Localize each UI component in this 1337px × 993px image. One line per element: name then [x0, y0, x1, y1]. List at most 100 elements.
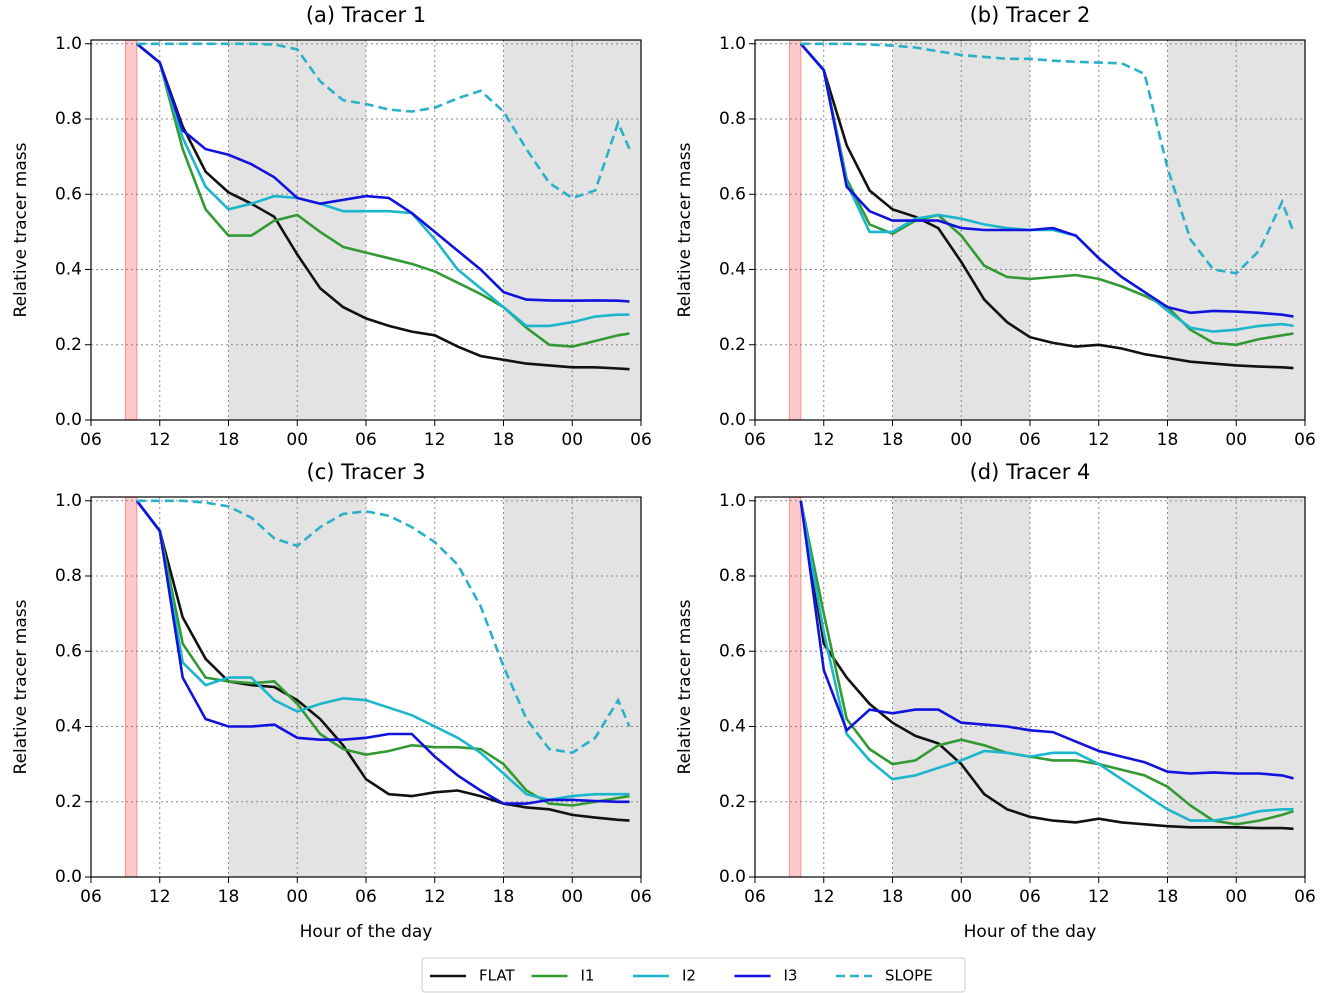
legend-label: FLAT: [479, 967, 515, 985]
x-tick-label: 06: [1294, 887, 1316, 907]
x-tick-label: 12: [813, 430, 835, 450]
y-axis-label: Relative tracer mass: [675, 599, 695, 774]
legend-box: [421, 957, 966, 993]
series-line: FLAT: [135, 500, 630, 822]
series-line: SLOPE: [800, 42, 1295, 275]
release-span: [788, 39, 802, 421]
x-tick-label: 12: [1088, 430, 1110, 450]
series-line: I3: [135, 500, 630, 805]
series-line: SLOPE: [136, 42, 631, 200]
y-tick-label: 0.2: [55, 335, 82, 355]
series-line: FLAT: [799, 500, 1294, 831]
series-line: I1: [799, 500, 1294, 826]
series-line: SLOPE: [136, 499, 631, 755]
y-tick-label: 0.2: [55, 792, 82, 812]
series-line: FLAT: [799, 42, 1294, 370]
x-tick-label: 18: [218, 430, 240, 450]
legend-label: I1: [581, 967, 595, 985]
series-line: I2: [799, 500, 1294, 822]
y-tick-label: 0.8: [719, 109, 746, 129]
x-tick-label: 00: [286, 887, 308, 907]
x-tick-label: 18: [493, 887, 515, 907]
x-tick-label: 06: [80, 887, 102, 907]
chart-title: (c) Tracer 3: [307, 460, 426, 484]
y-axis-label: Relative tracer mass: [675, 142, 695, 317]
release-span: [788, 496, 802, 878]
x-tick-label: 00: [561, 887, 583, 907]
y-tick-label: 1.0: [719, 34, 746, 54]
release-span: [124, 496, 138, 878]
x-tick-label: 18: [218, 887, 240, 907]
series-line: I1: [135, 42, 630, 348]
x-tick-label: 18: [882, 887, 904, 907]
x-tick-label: 00: [286, 430, 308, 450]
series-line: I2: [135, 42, 630, 328]
x-tick-label: 06: [744, 887, 766, 907]
x-tick-label: 18: [493, 430, 515, 450]
x-tick-label: 06: [1294, 430, 1316, 450]
legend-label: SLOPE: [885, 967, 933, 985]
y-tick-label: 0.4: [719, 260, 746, 280]
x-tick-label: 12: [149, 430, 171, 450]
legend-label: I3: [784, 967, 798, 985]
series-line: I3: [799, 42, 1294, 318]
plot-frame: [90, 39, 642, 421]
plot-frame: [90, 496, 642, 878]
x-tick-label: 12: [813, 887, 835, 907]
x-tick-label: 18: [1157, 430, 1179, 450]
y-tick-label: 0.2: [719, 792, 746, 812]
y-tick-label: 0.4: [55, 260, 82, 280]
x-tick-label: 12: [424, 430, 446, 450]
y-tick-label: 0.8: [719, 566, 746, 586]
x-tick-label: 06: [1019, 430, 1041, 450]
legend-label: I2: [682, 967, 696, 985]
x-tick-label: 12: [149, 887, 171, 907]
y-tick-label: 0.6: [55, 184, 82, 204]
x-tick-label: 06: [744, 430, 766, 450]
y-tick-label: 0.4: [719, 717, 746, 737]
x-tick-label: 00: [1225, 887, 1247, 907]
plot-frame: [754, 39, 1306, 421]
y-axis-label: Relative tracer mass: [11, 599, 31, 774]
chart-title: (b) Tracer 2: [970, 3, 1091, 27]
series-line: I3: [799, 500, 1294, 780]
x-tick-label: 06: [630, 887, 652, 907]
chart-title: (a) Tracer 1: [306, 3, 426, 27]
y-tick-label: 1.0: [55, 491, 82, 511]
y-tick-label: 0.0: [55, 410, 82, 430]
chart-title: (d) Tracer 4: [970, 460, 1091, 484]
series-line: I2: [799, 42, 1294, 333]
y-tick-label: 1.0: [55, 34, 82, 54]
x-tick-label: 06: [630, 430, 652, 450]
x-tick-label: 06: [1019, 887, 1041, 907]
x-tick-label: 00: [950, 430, 972, 450]
x-tick-label: 18: [1157, 887, 1179, 907]
series-line: I3: [135, 42, 630, 303]
y-tick-label: 0.6: [55, 641, 82, 661]
x-axis-label: Hour of the day: [964, 922, 1097, 942]
y-tick-label: 0.6: [719, 641, 746, 661]
x-tick-label: 06: [355, 887, 377, 907]
y-tick-label: 0.8: [55, 566, 82, 586]
y-tick-label: 0.8: [55, 109, 82, 129]
x-tick-label: 06: [355, 430, 377, 450]
y-axis-label: Relative tracer mass: [11, 142, 31, 317]
y-tick-label: 1.0: [719, 491, 746, 511]
x-tick-label: 00: [1225, 430, 1247, 450]
x-tick-label: 12: [1088, 887, 1110, 907]
y-tick-label: 0.0: [719, 410, 746, 430]
x-tick-label: 00: [950, 887, 972, 907]
x-tick-label: 06: [80, 430, 102, 450]
series-line: FLAT: [135, 42, 630, 371]
release-span: [124, 39, 138, 421]
y-tick-label: 0.4: [55, 717, 82, 737]
y-tick-label: 0.0: [55, 867, 82, 887]
plot-frame: [754, 496, 1306, 878]
x-tick-label: 18: [882, 430, 904, 450]
y-tick-label: 0.2: [719, 335, 746, 355]
x-tick-label: 00: [561, 430, 583, 450]
x-tick-label: 12: [424, 887, 446, 907]
y-tick-label: 0.0: [719, 867, 746, 887]
x-axis-label: Hour of the day: [300, 922, 433, 942]
